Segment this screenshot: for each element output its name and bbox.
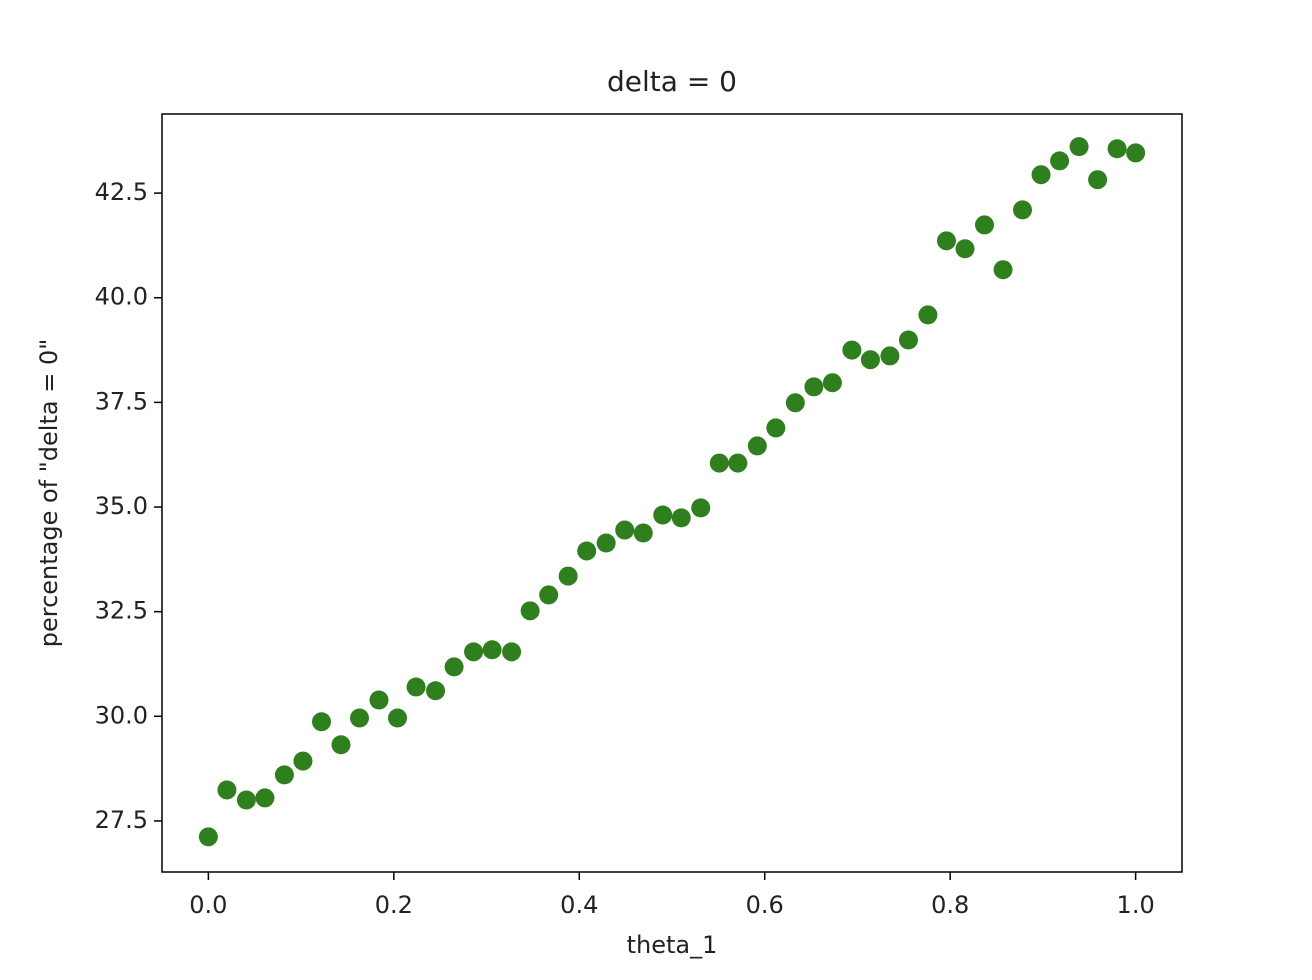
point — [255, 788, 275, 808]
plot-frame — [161, 113, 1183, 873]
point — [785, 393, 805, 413]
y-tick-label: 35.0 — [95, 492, 148, 520]
y-tick-label: 27.5 — [95, 806, 148, 834]
x-tick-label: 1.0 — [1117, 891, 1155, 919]
point — [936, 231, 956, 251]
point — [596, 533, 616, 553]
x-tick-label: 0.4 — [560, 891, 598, 919]
point — [520, 601, 540, 621]
point — [1013, 200, 1033, 220]
point — [691, 498, 711, 518]
y-tick-label: 37.5 — [95, 387, 148, 415]
point — [369, 690, 389, 710]
point — [747, 436, 767, 456]
point — [539, 585, 559, 605]
point — [842, 340, 862, 360]
point — [633, 523, 653, 543]
point — [918, 305, 938, 325]
y-tick-label: 32.5 — [95, 597, 148, 625]
y-tick-label: 30.0 — [95, 701, 148, 729]
y-tick-label: 40.0 — [95, 283, 148, 311]
chart-title: delta = 0 — [607, 65, 737, 98]
point — [350, 708, 370, 728]
point — [1050, 151, 1070, 171]
point — [1126, 143, 1146, 163]
point — [671, 508, 691, 528]
point — [464, 642, 484, 662]
point — [311, 712, 331, 732]
y-tick-label: 42.5 — [95, 178, 148, 206]
point — [274, 765, 294, 785]
point — [728, 453, 748, 473]
x-tick-label: 0.0 — [189, 891, 227, 919]
point — [426, 681, 446, 701]
point — [615, 520, 635, 540]
point — [709, 453, 729, 473]
point — [804, 377, 824, 397]
point — [653, 505, 673, 525]
y-axis-label: percentage of "delta = 0" — [35, 339, 63, 648]
point — [482, 640, 502, 660]
point — [974, 215, 994, 235]
point — [388, 708, 408, 728]
point — [880, 346, 900, 366]
point — [293, 751, 313, 771]
point — [502, 642, 522, 662]
point — [1107, 139, 1127, 159]
point — [444, 657, 464, 677]
point — [1031, 165, 1051, 185]
x-axis-label: theta_1 — [627, 931, 718, 959]
point — [1069, 137, 1089, 157]
point — [331, 735, 351, 755]
point — [577, 541, 597, 561]
point — [766, 418, 786, 438]
x-tick-label: 0.8 — [931, 891, 969, 919]
point — [955, 239, 975, 259]
point — [898, 330, 918, 350]
point — [1088, 170, 1108, 190]
x-tick-label: 0.2 — [375, 891, 413, 919]
point — [822, 373, 842, 393]
point — [217, 780, 237, 800]
point — [236, 790, 256, 810]
point — [198, 827, 218, 847]
point — [406, 677, 426, 697]
point — [993, 260, 1013, 280]
point — [558, 566, 578, 586]
point — [860, 350, 880, 370]
x-tick-label: 0.6 — [746, 891, 784, 919]
